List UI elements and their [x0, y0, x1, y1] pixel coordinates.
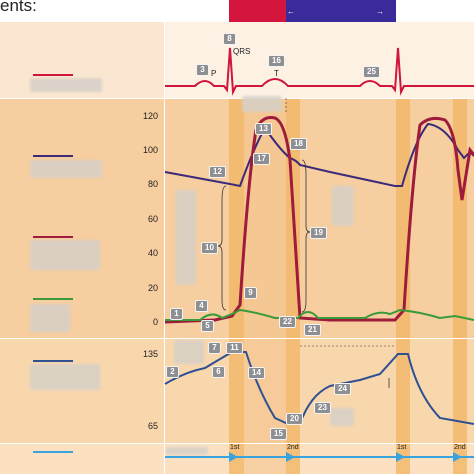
y-label-40: 40: [147, 248, 158, 258]
annotation-box-a[interactable]: [242, 96, 282, 112]
y-label-100: 100: [142, 145, 158, 155]
qrs-label: QRS: [233, 47, 251, 56]
legend-label-box-2[interactable]: [30, 160, 102, 178]
phase-stripe-1: [229, 98, 244, 474]
number-box-11[interactable]: 11: [226, 342, 243, 354]
diastole-bar: [286, 0, 396, 22]
legend-label-box-1[interactable]: [30, 78, 102, 92]
bracket-19: [301, 159, 311, 313]
number-box-2[interactable]: 2: [166, 366, 179, 378]
ventricular-pressure-curve: [164, 116, 474, 324]
number-box-22[interactable]: 22: [279, 316, 296, 328]
y-label-120: 120: [142, 111, 158, 121]
number-box-6[interactable]: 6: [212, 366, 225, 378]
number-box-3[interactable]: 3: [196, 64, 209, 76]
legend-label-box-6[interactable]: [166, 447, 208, 455]
y-label-135: 135: [142, 349, 158, 359]
number-box-17[interactable]: 17: [253, 153, 270, 165]
legend-label-box-5[interactable]: [30, 364, 100, 390]
bar-arrow-left: ←: [287, 7, 295, 16]
number-box-13[interactable]: 13: [255, 123, 272, 135]
axis-line: [164, 22, 165, 474]
number-box-1[interactable]: 1: [170, 308, 183, 320]
bracket-10: [217, 185, 227, 311]
number-box-25[interactable]: 25: [363, 66, 380, 78]
legend-label-box-3[interactable]: [30, 240, 100, 270]
number-box-8[interactable]: 8: [223, 33, 236, 45]
number-box-16[interactable]: 16: [268, 55, 285, 67]
sound-label-2nd-a: 2nd: [287, 444, 299, 451]
bar-arrow-right: →: [376, 7, 384, 16]
legend-swatch-ecg: [33, 74, 73, 76]
number-box-18[interactable]: 18: [290, 138, 307, 150]
y-label-60: 60: [147, 214, 158, 224]
number-box-20[interactable]: 20: [286, 413, 303, 425]
y-label-65: 65: [147, 421, 158, 431]
legend-swatch-volume: [33, 360, 73, 362]
panel-divider-1: [0, 98, 474, 99]
annotation-box-c[interactable]: [332, 186, 354, 226]
number-box-10[interactable]: 10: [201, 242, 218, 254]
annotation-box-e[interactable]: [330, 408, 354, 426]
number-box-24[interactable]: 24: [334, 383, 351, 395]
sound-marker-1: [229, 452, 238, 462]
legend-swatch-ventricular: [33, 236, 73, 238]
sound-marker-2: [286, 452, 295, 462]
sound-marker-4: [453, 452, 462, 462]
number-box-15[interactable]: 15: [270, 428, 287, 440]
number-box-9[interactable]: 9: [244, 287, 257, 299]
phase-stripe-2: [286, 98, 300, 474]
number-box-7[interactable]: 7: [208, 342, 221, 354]
sound-marker-3: [396, 452, 405, 462]
legend-swatch-atrial: [33, 298, 73, 300]
panel-divider-3: [0, 443, 474, 444]
number-box-19[interactable]: 19: [310, 227, 327, 239]
page-title: ents:: [0, 0, 37, 15]
number-box-5[interactable]: 5: [201, 320, 214, 332]
number-box-23[interactable]: 23: [314, 402, 331, 414]
legend-label-box-4[interactable]: [30, 304, 70, 332]
number-box-21[interactable]: 21: [304, 324, 321, 336]
systole-bar: [229, 0, 286, 22]
legend-swatch-sound: [33, 451, 73, 453]
y-label-80: 80: [147, 179, 158, 189]
p-label: P: [211, 69, 217, 78]
y-label-20: 20: [147, 283, 158, 293]
sound-label-1st-b: 1st: [397, 444, 407, 451]
phase-stripe-3: [396, 98, 410, 474]
y-label-0: 0: [152, 317, 158, 327]
sound-label-1st-a: 1st: [230, 444, 240, 451]
legend-swatch-aortic: [33, 155, 73, 157]
annotation-box-b[interactable]: [176, 190, 196, 285]
panel-divider-2: [0, 338, 474, 339]
sound-label-2nd-b: 2nd: [454, 444, 466, 451]
atrial-pressure-curve: [165, 308, 474, 321]
number-box-12[interactable]: 12: [209, 166, 226, 178]
ecg-trace: [165, 47, 474, 96]
number-box-14[interactable]: 14: [248, 367, 265, 379]
number-box-4[interactable]: 4: [195, 300, 208, 312]
annotation-box-d[interactable]: [174, 340, 204, 364]
t-label: T: [274, 69, 279, 78]
